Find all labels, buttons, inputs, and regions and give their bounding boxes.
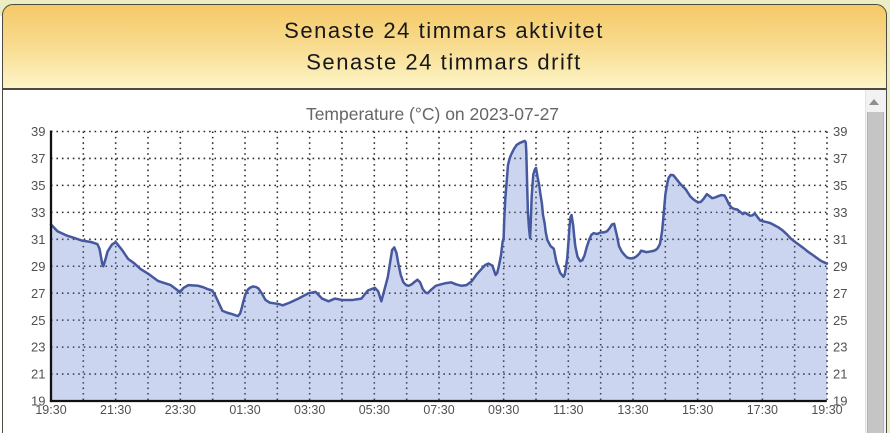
svg-text:15:30: 15:30 <box>682 403 713 417</box>
svg-text:01:30: 01:30 <box>229 403 260 417</box>
svg-text:39: 39 <box>31 124 45 139</box>
svg-text:37: 37 <box>31 151 45 166</box>
svg-text:25: 25 <box>833 313 847 328</box>
svg-text:05:30: 05:30 <box>359 403 390 417</box>
svg-text:21:30: 21:30 <box>100 403 131 417</box>
svg-text:11:30: 11:30 <box>553 403 583 417</box>
svg-text:07:30: 07:30 <box>423 403 454 417</box>
svg-text:25: 25 <box>31 313 45 328</box>
svg-text:37: 37 <box>833 151 847 166</box>
svg-text:31: 31 <box>833 232 847 247</box>
svg-text:39: 39 <box>833 124 847 139</box>
svg-text:19: 19 <box>31 394 45 409</box>
svg-text:03:30: 03:30 <box>294 403 325 417</box>
svg-text:19: 19 <box>833 394 847 409</box>
svg-text:29: 29 <box>833 259 847 274</box>
svg-text:Temperature (°C) on 2023-07-27: Temperature (°C) on 2023-07-27 <box>306 104 559 124</box>
svg-text:19:30: 19:30 <box>811 403 842 417</box>
svg-text:31: 31 <box>31 232 45 247</box>
svg-text:35: 35 <box>31 178 45 193</box>
svg-text:29: 29 <box>31 259 45 274</box>
svg-text:13:30: 13:30 <box>617 403 648 417</box>
svg-text:21: 21 <box>833 367 847 382</box>
svg-text:17:30: 17:30 <box>747 403 778 417</box>
svg-text:23:30: 23:30 <box>165 403 196 417</box>
svg-text:27: 27 <box>31 286 45 301</box>
svg-text:35: 35 <box>833 178 847 193</box>
svg-text:23: 23 <box>31 340 45 355</box>
svg-text:33: 33 <box>833 205 847 220</box>
svg-text:23: 23 <box>833 340 847 355</box>
svg-text:19:30: 19:30 <box>35 403 66 417</box>
svg-text:Senaste 24 timmars aktivitet: Senaste 24 timmars aktivitet <box>284 18 604 43</box>
svg-text:33: 33 <box>31 205 45 220</box>
svg-text:27: 27 <box>833 286 847 301</box>
svg-text:Senaste 24 timmars drift: Senaste 24 timmars drift <box>306 50 582 75</box>
svg-text:09:30: 09:30 <box>488 403 519 417</box>
svg-text:21: 21 <box>31 367 45 382</box>
